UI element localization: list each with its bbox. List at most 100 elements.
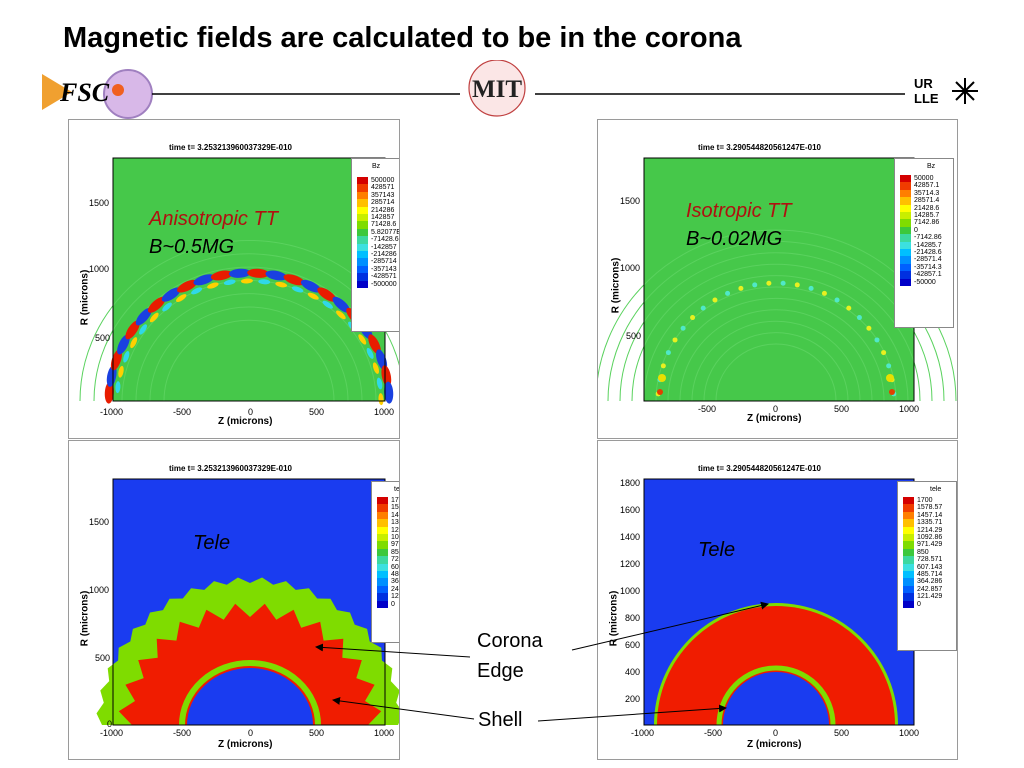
legend-swatch [357,236,368,244]
field-lobe [258,279,271,285]
legend-swatch [357,251,368,259]
legend-value: -500000 [371,280,397,288]
field-lobe [358,334,367,345]
x-axis-label: Z (microns) [218,739,273,750]
field-lobe [372,362,380,374]
field-lobe [376,377,383,390]
legend-swatch [900,226,911,235]
legend-value: -28571.4 [914,256,942,264]
field-band [135,293,363,402]
field-dot [660,363,666,369]
shell-interior [723,672,829,725]
field-lobe [228,268,251,278]
shell-interior [187,668,313,725]
y-tick: 0 [107,719,113,729]
annotation-field: B~0.5MG [149,236,235,258]
field-dot [821,290,827,296]
x-tick: 500 [834,728,850,738]
legend-value: 121.429 [917,593,943,601]
field-dot [886,374,894,382]
field-dot [881,350,887,356]
field-lobe [223,279,236,285]
legend-swatch [903,541,914,549]
callout-corona-line2: Edge [477,660,524,682]
legend-swatch [900,197,911,205]
field-lobe [210,270,233,281]
legend-swatch [377,571,388,579]
field-dot [680,325,686,331]
legend-value: 485.714 [917,571,943,578]
field-dot [846,305,852,311]
legend-swatch [900,219,911,227]
legend-swatch [900,189,911,198]
x-axis-label: Z (microns) [218,416,273,427]
y-tick: 1500 [89,517,110,527]
annotation-title: Anisotropic TT [149,208,278,230]
legend-swatch [377,526,388,534]
legend-value: 364.286 [391,578,399,586]
legend-title: Bz [372,163,381,170]
annotation-field: B~0.02MG [686,228,783,250]
legend-swatch [377,497,388,505]
legend-value: 1214.29 [917,526,943,534]
y-tick: 1500 [620,196,641,206]
plot-area [79,157,399,406]
annotation-title: Tele [193,532,231,554]
field-blobs [104,268,394,406]
legend-value: 1335.71 [917,519,943,527]
field-lobe [291,286,304,293]
field-lobe [307,292,319,300]
legend-value: 1214.29 [391,526,399,534]
fsc-logo-text: FSC [60,78,110,107]
field-dot [665,350,671,356]
field-lobe [177,279,198,293]
slide-title: Magnetic fields are calculated to be in … [63,22,742,54]
field-band [149,306,349,402]
field-dot [874,337,880,343]
plot-area [598,157,957,402]
field-dot [700,305,706,311]
field-dot [866,325,872,331]
field-lobe [118,365,124,378]
field-lobe [376,349,388,371]
legend-value: 14285.7 [914,212,940,219]
legend-value: -35714.3 [914,263,942,271]
y-axis-label: R (microns) [79,590,91,647]
y-tick: 1000 [89,585,110,595]
legend-value: 0 [917,600,921,608]
x-tick: 1000 [899,728,920,738]
legend-title: tele [394,486,400,493]
field-band [667,297,885,402]
legend-swatch [903,511,914,520]
y-tick: 1800 [620,478,641,488]
field-lobe [384,381,394,404]
x-tick: -1000 [100,728,124,738]
color-legend: Bz 50000 42857.1 35714.3 28571.4 21428.6 1428… [894,158,954,328]
legend-value: 1335.71 [391,519,399,527]
callout-shell: Shell [478,709,523,731]
field-dot [834,297,840,303]
legend-swatch [900,278,911,286]
legend-swatch [377,511,388,520]
field-lobe [104,381,114,404]
field-dot [856,315,862,321]
callout-corona-line1: Corona [477,630,543,652]
legend-swatch [903,504,914,512]
plot-background [644,158,914,401]
legend-value: 357143 [371,191,395,199]
legend-value: 242.857 [391,585,399,593]
legend-swatch [357,243,368,251]
legend-value: -357143 [371,265,397,273]
legend-swatch [357,214,368,222]
field-lobe [275,281,288,288]
legend-swatch [357,191,368,200]
field-lobe [117,334,130,355]
field-dot [794,282,800,288]
legend-swatch [377,585,388,594]
legend-swatch [903,585,914,594]
panel-tele-isotropic: time t= 3.290544820561247E-010 Z (micron… [597,440,958,760]
legend-value: 728.571 [917,556,943,564]
legend-swatch [900,182,911,190]
time-label: time t= 3.290544820561247E-010 [698,464,821,473]
legend-swatch [900,271,911,279]
